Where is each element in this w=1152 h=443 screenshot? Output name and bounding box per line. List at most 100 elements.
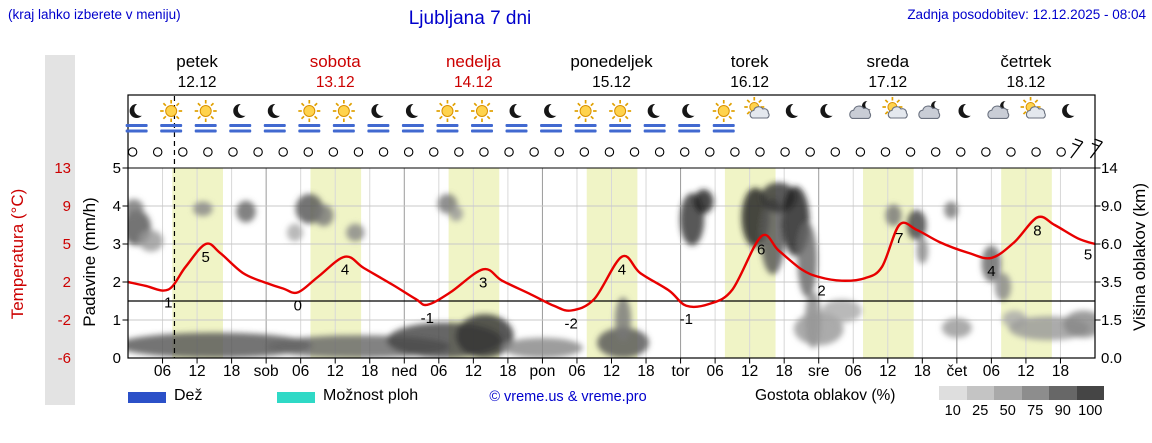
fog-mark [712, 124, 735, 127]
x-axis-label: 06 [154, 363, 171, 380]
cloud-density-label: Gostota oblakov (%) [755, 387, 896, 404]
day-name: nedelja [446, 52, 501, 71]
wind-calm-icon [529, 147, 539, 157]
x-axis-label: 18 [914, 363, 931, 380]
cloud-height-tick: 0.0 [1101, 350, 1122, 367]
wind-calm-icon [328, 147, 339, 157]
cloud-blob [994, 272, 1011, 301]
wind-barb-icon [1070, 138, 1084, 159]
moon-icon [1062, 103, 1080, 118]
fog-mark [160, 124, 183, 127]
wind-calm-icon [981, 147, 991, 157]
x-axis-label: 12 [1017, 363, 1034, 380]
wind-calm-icon [679, 147, 690, 157]
wind-calm-icon [855, 147, 866, 157]
page-title: Ljubljana 7 dni [408, 8, 532, 29]
day-date: 16.12 [730, 74, 769, 91]
fog-mark [470, 124, 493, 127]
partly-icon [882, 97, 908, 119]
density-step-label: 50 [999, 403, 1016, 419]
day-name: torek [731, 52, 769, 71]
fog-mark [298, 129, 321, 133]
wind-calm-icon [905, 147, 916, 157]
wind-calm-icon [303, 147, 314, 157]
x-axis-label: 12 [879, 363, 896, 380]
wind-calm-icon [1006, 147, 1016, 157]
sun-icon [332, 100, 355, 133]
density-step-label: 100 [1078, 403, 1103, 419]
density-step-label: 10 [944, 403, 961, 419]
wind-calm-icon [378, 147, 389, 157]
day-headers: petek 12.12 sobota 13.12 nedelja 14.12 ponedel… [176, 52, 1052, 91]
moon-icon [958, 103, 976, 118]
cloud-blob [502, 337, 583, 358]
cloud-height-tick: 14 [1101, 160, 1118, 177]
wind-calm-icon [1031, 147, 1041, 157]
wind-calm-icon [956, 147, 966, 157]
fog-mark [367, 124, 390, 127]
temperature-tick: 5 [63, 236, 71, 253]
wind-calm-icon [629, 147, 640, 157]
wind-calm-icon [780, 147, 790, 157]
wind-calm-icon [654, 147, 665, 157]
horizontal-gridlines [128, 167, 1095, 321]
cloud-density-scale [939, 386, 1104, 400]
wind-calm-icon [127, 147, 138, 157]
temperature-value-label: -1 [680, 311, 693, 328]
x-axis-label: pon [529, 363, 555, 380]
temperature-tick: 2 [63, 274, 71, 291]
temperature-value-label: 6 [757, 241, 765, 258]
cloud-height-tick: 3.5 [1101, 274, 1122, 291]
fog-mark [263, 124, 286, 127]
sun-icon [194, 100, 217, 133]
fog-mark [332, 129, 355, 133]
sun-icon [298, 100, 321, 133]
daylight-band [863, 168, 914, 358]
precipitation-tick-labels: 5 4 3 2 1 0 [113, 160, 121, 367]
moon-icon [367, 103, 390, 133]
precipitation-tick: 0 [113, 350, 121, 367]
precipitation-tick: 3 [113, 236, 121, 253]
wind-calm-icon [880, 147, 891, 157]
wind-calm-icon [504, 147, 514, 157]
fog-mark [609, 129, 632, 133]
wind-calm-icon [1056, 147, 1066, 157]
cloud-blob [313, 204, 334, 227]
temperature-value-label: -1 [421, 310, 434, 327]
cloud-blob [597, 327, 649, 358]
cloud-moon-icon [987, 100, 1013, 119]
sun-icon [470, 100, 493, 133]
cloud-blob [346, 223, 365, 242]
cloud-density-scale-labels: 10 25 50 75 90 100 [939, 403, 1104, 419]
temperature-tick: -6 [58, 350, 71, 367]
density-step [1076, 386, 1104, 400]
x-axis-label: sre [808, 363, 830, 380]
wind-calm-icon [830, 147, 841, 157]
cloud-cover-blobs [128, 182, 1095, 358]
daylight-band [172, 168, 223, 358]
moon-icon [401, 103, 424, 133]
showers-label: Možnost ploh [323, 387, 419, 404]
partly-icon [744, 97, 770, 119]
temperature-tick-labels: 13 9 5 2 -2 -6 [54, 160, 71, 367]
wind-barb-icon [1089, 138, 1103, 159]
fog-mark [470, 129, 493, 133]
cloud-blob [944, 201, 959, 219]
cloud-height-tick: 9.0 [1101, 198, 1122, 215]
wind-row [127, 138, 1103, 159]
fog-mark [643, 129, 666, 133]
last-updated: Zadnja posodobitev: 12.12.2025 - 08:04 [907, 7, 1146, 22]
x-axis-label: 18 [776, 363, 793, 380]
wind-calm-icon [178, 147, 188, 157]
copyright-link[interactable]: © vreme.us & vreme.pro [489, 389, 647, 405]
wind-calm-icon [278, 147, 288, 157]
wind-calm-icon [604, 147, 615, 157]
precipitation-tick: 1 [113, 312, 121, 329]
wind-calm-icon [730, 147, 740, 157]
fog-mark [505, 124, 528, 127]
fog-mark [401, 129, 424, 133]
fog-mark [298, 124, 321, 127]
fog-mark [712, 129, 735, 133]
temperature-value-label: 4 [987, 263, 995, 280]
